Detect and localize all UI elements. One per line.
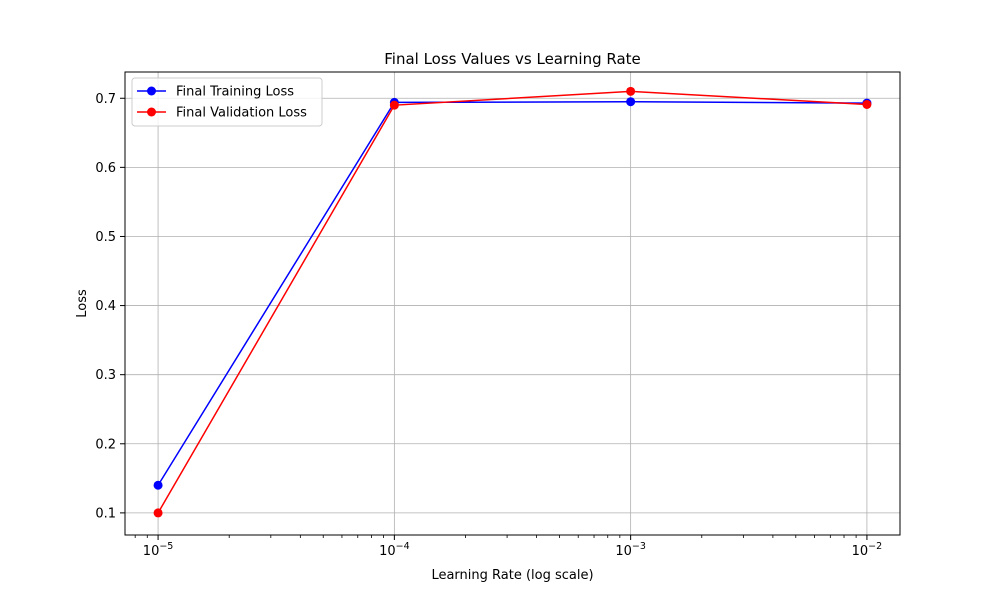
legend: Final Training Loss Final Validation Los… [131,77,323,127]
validation-loss-point [626,86,636,96]
y-tick-label: 0.1 [95,506,116,521]
legend-training-marker [147,86,156,96]
x-tick-label: 10−2 [852,541,883,559]
y-axis-label: Loss [75,289,90,318]
legend-validation-marker [147,107,156,117]
validation-loss-point [153,508,163,518]
y-tick-label: 0.4 [95,299,116,314]
x-tick-label: 10−3 [615,541,646,559]
training-loss-line [157,100,867,486]
legend-box [131,77,323,127]
y-tick-label: 0.2 [95,437,116,452]
x-axis-label: Learning Rate (log scale) [431,568,593,583]
plot-area-frame [124,71,901,536]
training-loss-point [153,480,163,490]
training-loss-point [626,97,636,107]
y-tick-label: 0.7 [95,92,116,107]
chart-title: Final Loss Values vs Learning Rate [384,50,641,68]
x-tick-label: 10−5 [143,541,174,559]
validation-loss-line [157,90,867,514]
y-tick-label: 0.3 [95,368,116,383]
legend-training-label: Final Training Loss [176,85,294,100]
y-tick-label: 0.6 [95,161,116,176]
series [153,86,872,518]
legend-validation-label: Final Validation Loss [176,106,307,121]
y-tick-label: 0.5 [95,230,116,245]
axis-ticks: 10−5 10−4 10−3 10−2 0.1 0.2 0.3 0.4 0.5 0.6 0.7 [95,92,882,559]
x-tick-label: 10−4 [379,541,410,559]
validation-loss-point [389,100,399,110]
validation-loss-point [862,99,872,109]
